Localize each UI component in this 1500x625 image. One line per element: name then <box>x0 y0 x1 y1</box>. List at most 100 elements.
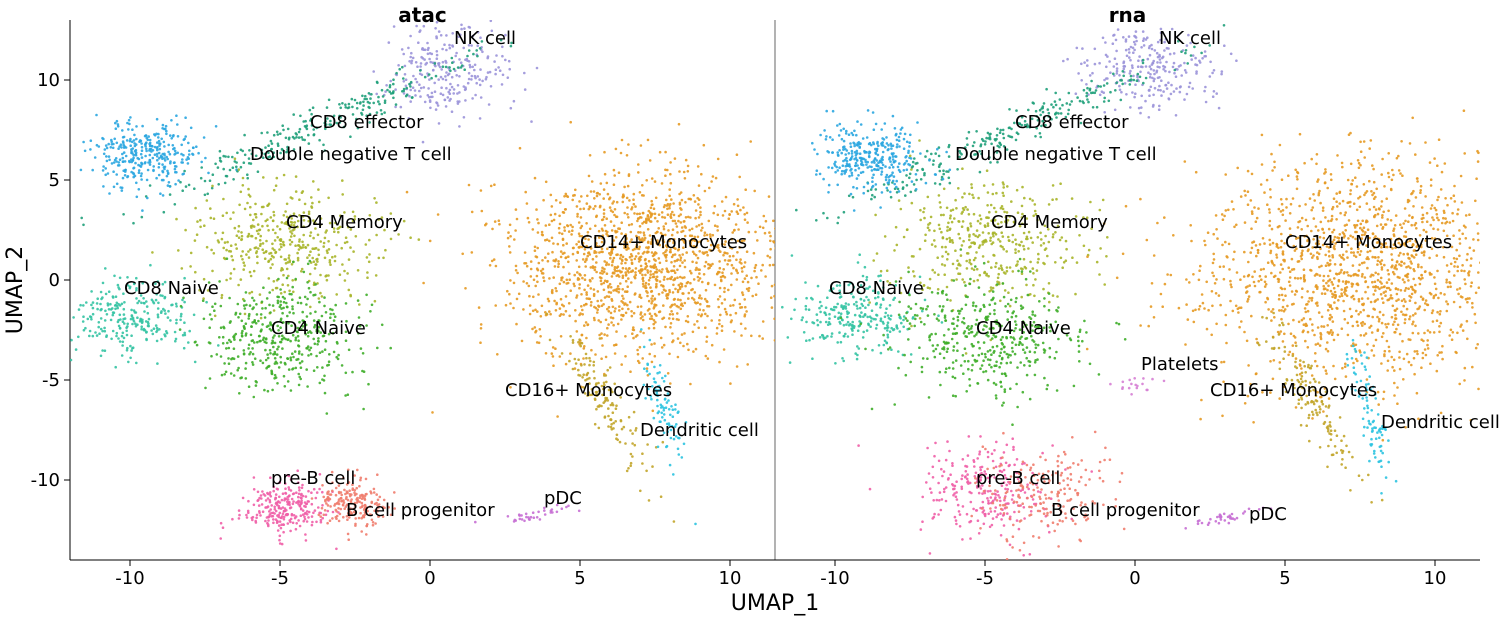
umap-point <box>1154 87 1157 90</box>
umap-point <box>321 378 324 381</box>
umap-point <box>637 306 640 309</box>
x-tick-label: -5 <box>976 568 994 589</box>
umap-point <box>562 211 565 214</box>
umap-point <box>1027 109 1030 112</box>
umap-point <box>769 256 772 259</box>
cluster-label: NK cell <box>454 28 516 49</box>
umap-point <box>231 518 234 521</box>
umap-point <box>331 490 334 493</box>
umap-point <box>329 505 332 508</box>
umap-point <box>862 137 865 140</box>
umap-point <box>471 211 474 214</box>
panel-title-atac: atac <box>398 3 446 27</box>
umap-point <box>289 530 292 533</box>
umap-point <box>343 501 346 504</box>
umap-point <box>689 198 692 201</box>
umap-point <box>606 272 609 275</box>
umap-point <box>319 515 322 518</box>
umap-point <box>746 288 749 291</box>
umap-point <box>687 170 690 173</box>
umap-point <box>626 304 629 307</box>
umap-point <box>355 235 358 238</box>
umap-point <box>641 452 644 455</box>
umap-point <box>83 329 86 332</box>
umap-point <box>586 255 589 258</box>
umap-point <box>159 148 162 151</box>
umap-point <box>252 363 255 366</box>
umap-point <box>478 306 481 309</box>
umap-point <box>615 343 618 346</box>
umap-point <box>481 51 484 54</box>
umap-point <box>249 206 252 209</box>
umap-point <box>1090 92 1093 95</box>
umap-point <box>203 136 206 139</box>
umap-point <box>188 330 191 333</box>
umap-point <box>267 390 270 393</box>
umap-point <box>689 383 692 386</box>
umap-point <box>223 373 226 376</box>
umap-point <box>135 311 138 314</box>
umap-point <box>649 270 652 273</box>
umap-point <box>813 148 816 151</box>
umap-point <box>537 293 540 296</box>
umap-point <box>1154 49 1157 52</box>
umap-point <box>694 217 697 220</box>
umap-point <box>895 186 898 189</box>
umap-point <box>136 302 139 305</box>
umap-point <box>321 350 324 353</box>
umap-point <box>288 138 291 141</box>
umap-point <box>292 522 295 525</box>
umap-point <box>167 184 170 187</box>
umap-point <box>1103 84 1106 87</box>
umap-point <box>158 157 161 160</box>
umap-point <box>755 264 758 267</box>
umap-point <box>444 75 447 78</box>
umap-point <box>876 142 879 145</box>
umap-point <box>108 308 111 311</box>
umap-point <box>681 199 684 202</box>
umap-point <box>394 106 397 109</box>
umap-point <box>966 137 969 140</box>
umap-point <box>603 289 606 292</box>
umap-point <box>347 533 350 536</box>
umap-point <box>156 118 159 121</box>
umap-point <box>861 161 864 164</box>
cluster-label: CD14+ Monocytes <box>580 232 747 253</box>
umap-point <box>1140 95 1143 98</box>
umap-point <box>1204 86 1207 89</box>
umap-point <box>839 123 842 126</box>
umap-point <box>401 48 404 51</box>
umap-point <box>341 263 344 266</box>
umap-point <box>411 96 414 99</box>
umap-point <box>626 290 629 293</box>
umap-point <box>1002 129 1005 132</box>
umap-point <box>762 227 765 230</box>
umap-point <box>476 55 479 58</box>
umap-point <box>440 86 443 89</box>
umap-point <box>881 191 884 194</box>
umap-point <box>567 255 570 258</box>
umap-point <box>272 304 275 307</box>
umap-point <box>653 306 656 309</box>
umap-point <box>343 270 346 273</box>
umap-point <box>321 366 324 369</box>
umap-point <box>1066 102 1069 105</box>
umap-point <box>130 158 133 161</box>
umap-point <box>557 243 560 246</box>
umap-point <box>308 349 311 352</box>
umap-point <box>698 272 701 275</box>
umap-point <box>243 161 246 164</box>
umap-point <box>262 206 265 209</box>
umap-point <box>669 306 672 309</box>
umap-point <box>734 299 737 302</box>
umap-point <box>695 254 698 257</box>
umap-point <box>618 309 621 312</box>
umap-point <box>474 75 477 78</box>
umap-point <box>631 332 634 335</box>
umap-point <box>674 403 677 406</box>
umap-point <box>652 273 655 276</box>
umap-point <box>224 182 227 185</box>
umap-point <box>179 319 182 322</box>
umap-point <box>726 263 729 266</box>
umap-point <box>118 288 121 291</box>
